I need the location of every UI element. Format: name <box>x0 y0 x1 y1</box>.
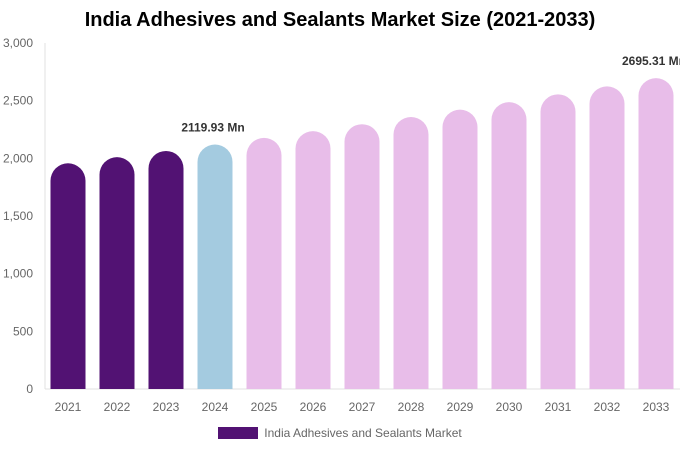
bar-2022 <box>99 157 135 389</box>
y-tick-label: 1,500 <box>3 209 33 223</box>
y-tick-label: 1,000 <box>3 267 33 281</box>
x-tick-label: 2026 <box>300 400 327 414</box>
legend: India Adhesives and Sealants Market <box>0 426 680 440</box>
data-label-2033: 2695.31 Mn <box>622 54 680 68</box>
bar-2029 <box>442 109 478 390</box>
bar-2027 <box>344 124 380 389</box>
bar-2021 <box>50 163 86 389</box>
data-label-2024: 2119.93 Mn <box>181 121 244 135</box>
legend-swatch <box>218 427 259 439</box>
y-tick-label: 0 <box>26 382 33 396</box>
x-tick-label: 2032 <box>594 400 621 414</box>
bar-2028 <box>393 117 429 389</box>
y-tick-label: 500 <box>13 324 33 338</box>
x-tick-label: 2023 <box>153 400 180 414</box>
y-tick-label: 3,000 <box>3 36 33 50</box>
x-tick-label: 2031 <box>545 400 572 414</box>
y-tick-label: 2,500 <box>3 94 33 108</box>
bar-2030 <box>491 102 527 389</box>
bar-2031 <box>540 94 576 389</box>
x-tick-label: 2021 <box>55 400 82 414</box>
x-tick-label: 2030 <box>496 400 523 414</box>
chart-title: India Adhesives and Sealants Market Size… <box>84 9 596 31</box>
bar-2024 <box>197 144 233 389</box>
bar-2026 <box>295 131 331 389</box>
bar-2033 <box>638 78 674 389</box>
legend-label: India Adhesives and Sealants Market <box>264 426 462 440</box>
bar-2025 <box>246 137 282 389</box>
x-tick-label: 2027 <box>349 400 376 414</box>
x-tick-label: 2029 <box>447 400 474 414</box>
x-tick-label: 2028 <box>398 400 425 414</box>
x-tick-label: 2033 <box>643 400 670 414</box>
bar-2023 <box>148 150 184 389</box>
x-tick-label: 2022 <box>104 400 131 414</box>
y-tick-label: 2,000 <box>3 151 33 165</box>
x-tick-label: 2025 <box>251 400 278 414</box>
x-tick-label: 2024 <box>202 400 229 414</box>
bar-2032 <box>589 86 625 390</box>
